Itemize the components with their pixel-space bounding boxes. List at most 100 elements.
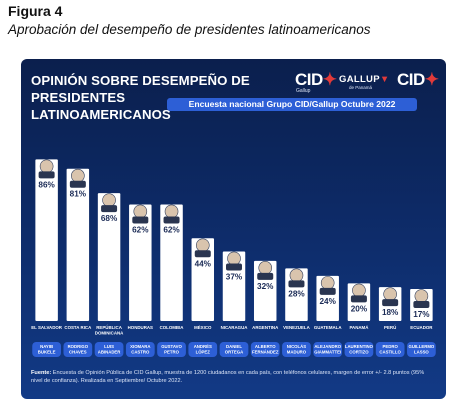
bar-value-label: 24% bbox=[319, 297, 336, 306]
president-label: NAYIB bbox=[40, 344, 53, 349]
portrait-body-icon bbox=[194, 250, 211, 258]
bar bbox=[97, 193, 121, 321]
country-label: ECUADOR bbox=[410, 325, 433, 330]
portrait-body-icon bbox=[226, 263, 242, 271]
portrait-body-icon bbox=[382, 299, 399, 307]
president-label: GUILLERMO bbox=[408, 344, 434, 349]
country-label: PERÚ bbox=[384, 325, 396, 330]
portrait-icon bbox=[39, 159, 54, 174]
bar bbox=[66, 168, 90, 321]
chart-title-line1: OPINIÓN SOBRE DESEMPEÑO DE PRESIDENTES bbox=[31, 73, 250, 105]
president-pill bbox=[125, 342, 155, 357]
bar bbox=[191, 238, 215, 321]
chart-title: OPINIÓN SOBRE DESEMPEÑO DE PRESIDENTES L… bbox=[31, 72, 301, 123]
bar bbox=[316, 275, 339, 321]
cid-logo-right-text: CID bbox=[397, 70, 425, 89]
portrait-body-icon bbox=[350, 295, 367, 303]
country-label: MÉXICO bbox=[194, 325, 212, 330]
president-pill bbox=[407, 342, 436, 357]
country-label: ARGENTINA bbox=[252, 325, 279, 330]
president-label: CASTRO bbox=[131, 350, 150, 355]
gallup-logo-text: GALLUP bbox=[339, 74, 380, 85]
chart-title-line2: LATINOAMERICANOS bbox=[31, 107, 171, 122]
portrait-body-icon bbox=[413, 301, 430, 309]
president-label: RODRIGO bbox=[68, 344, 89, 349]
source-label: Fuente: bbox=[31, 370, 52, 376]
portrait-icon bbox=[383, 287, 397, 301]
portrait-icon bbox=[258, 261, 273, 275]
portrait-body-icon bbox=[69, 180, 86, 188]
bar-value-label: 81% bbox=[70, 190, 87, 199]
portrait-icon bbox=[71, 168, 85, 183]
source-note: Fuente: Encuesta de Opinión Pública de C… bbox=[31, 369, 436, 385]
portrait-icon bbox=[195, 238, 210, 253]
bar-value-label: 68% bbox=[101, 214, 118, 223]
portrait-icon bbox=[102, 193, 116, 207]
bar-value-label: 17% bbox=[413, 310, 430, 319]
president-pill bbox=[63, 342, 93, 357]
president-label: ABINADER bbox=[98, 350, 122, 355]
country-label: DOMINICANA bbox=[95, 331, 124, 336]
president-label: CASTILLO bbox=[379, 350, 401, 355]
bar-value-label: 86% bbox=[38, 180, 55, 189]
president-label: LAURENTINO bbox=[345, 344, 374, 349]
portrait-icon bbox=[320, 276, 335, 290]
president-pill bbox=[32, 342, 61, 357]
source-text: Encuesta de Opinión Pública de CID Gallu… bbox=[31, 370, 425, 384]
president-label: CORTIZO bbox=[349, 350, 369, 355]
president-pill bbox=[219, 342, 249, 357]
gallup-logo-sub: de Panamá bbox=[349, 85, 373, 90]
portrait-icon bbox=[352, 283, 366, 298]
portrait-icon bbox=[289, 268, 304, 283]
bar bbox=[129, 204, 152, 321]
president-pill bbox=[157, 342, 186, 357]
country-label: COSTA RICA bbox=[64, 325, 92, 330]
country-label: REPÚBLICA bbox=[96, 325, 122, 330]
country-label: COLOMBIA bbox=[160, 325, 185, 330]
bar-value-label: 28% bbox=[288, 289, 305, 298]
country-label: GUATEMALA bbox=[314, 325, 343, 330]
president-label: GIAMMATTEI bbox=[314, 350, 341, 355]
bar-value-label: 62% bbox=[163, 225, 180, 234]
president-label: LASSO bbox=[414, 350, 429, 355]
chart-panel: OPINIÓN SOBRE DESEMPEÑO DE PRESIDENTES L… bbox=[21, 59, 446, 399]
country-label: HONDURAS bbox=[128, 325, 153, 330]
president-label: LÓPEZ bbox=[196, 350, 211, 355]
president-label: LUIS bbox=[104, 344, 114, 349]
portrait-body-icon bbox=[38, 171, 55, 179]
president-label: PEDRO bbox=[383, 344, 399, 349]
president-label: CHAVES bbox=[69, 350, 87, 355]
president-label: MADURO bbox=[287, 350, 307, 355]
portrait-body-icon bbox=[163, 216, 180, 224]
country-label: VENEZUELA bbox=[283, 325, 310, 330]
president-pill bbox=[94, 342, 124, 357]
figure-caption: Aprobación del desempeño de presidentes … bbox=[8, 22, 371, 37]
country-label: PANAMÁ bbox=[349, 325, 369, 330]
portrait-body-icon bbox=[288, 280, 305, 288]
president-pill bbox=[282, 342, 311, 357]
bar bbox=[35, 159, 58, 321]
bar-value-label: 18% bbox=[382, 308, 399, 317]
president-pill bbox=[250, 342, 280, 357]
portrait-icon bbox=[227, 251, 241, 266]
portrait-body-icon bbox=[132, 216, 149, 224]
president-pill bbox=[344, 342, 374, 357]
chart-subtitle: Encuesta nacional Grupo CID/Gallup Octub… bbox=[167, 98, 417, 111]
president-label: ANDRÉS bbox=[194, 344, 212, 349]
portrait-icon bbox=[164, 204, 179, 219]
president-label: ORTEGA bbox=[225, 350, 243, 355]
portrait-body-icon bbox=[257, 272, 274, 280]
president-label: ALBERTO bbox=[255, 344, 276, 349]
bar bbox=[160, 204, 183, 321]
cid-logo-left-sub: Gallup bbox=[296, 88, 311, 94]
swoosh-icon: ▼ bbox=[379, 74, 390, 85]
president-label: GUSTAVO bbox=[161, 344, 182, 349]
president-pill bbox=[313, 342, 343, 357]
president-pill bbox=[375, 342, 405, 357]
president-pill bbox=[188, 342, 218, 357]
president-label: PETRO bbox=[164, 350, 179, 355]
portrait-body-icon bbox=[101, 205, 118, 213]
country-label: EL SALVADOR bbox=[31, 325, 63, 330]
president-label: XIOMARA bbox=[130, 344, 150, 349]
bar-value-label: 37% bbox=[226, 272, 243, 281]
